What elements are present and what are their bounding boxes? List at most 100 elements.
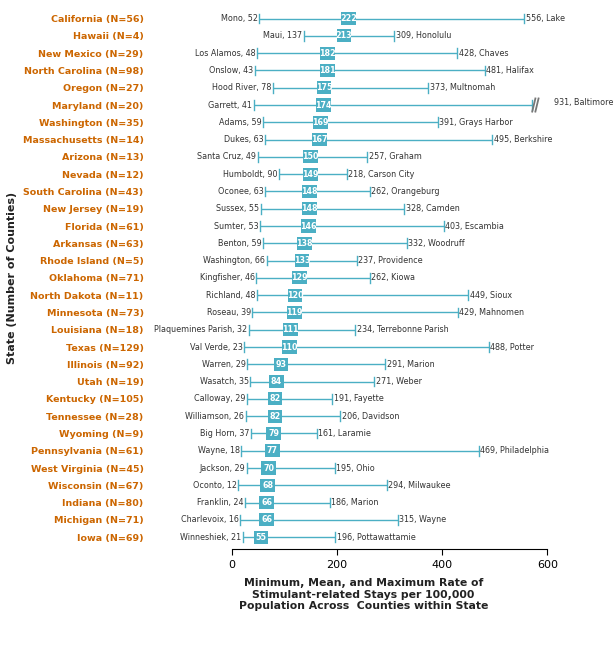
Text: 186, Marion: 186, Marion	[331, 498, 379, 507]
Bar	[283, 323, 298, 336]
Text: Franklin, 24: Franklin, 24	[197, 498, 243, 507]
Text: 309, Honolulu: 309, Honolulu	[396, 31, 452, 40]
Text: 449, Sioux: 449, Sioux	[469, 291, 512, 300]
Text: Williamson, 26: Williamson, 26	[185, 411, 244, 421]
Bar	[336, 29, 351, 42]
Text: 133: 133	[294, 256, 310, 265]
Text: 66: 66	[261, 515, 272, 525]
Text: 66: 66	[261, 498, 272, 507]
Text: 373, Multnomah: 373, Multnomah	[430, 83, 495, 92]
Text: Wasatch, 35: Wasatch, 35	[200, 377, 249, 386]
Text: 77: 77	[267, 447, 278, 455]
Text: Wayne, 18: Wayne, 18	[198, 447, 240, 455]
Text: 174: 174	[315, 101, 332, 109]
Bar	[274, 358, 288, 371]
Y-axis label: State (Number of Counties): State (Number of Counties)	[7, 192, 17, 364]
Text: 129: 129	[291, 274, 308, 282]
Text: Calloway, 29: Calloway, 29	[194, 395, 246, 404]
Text: 148: 148	[301, 204, 318, 213]
Bar	[266, 427, 281, 440]
Text: 138: 138	[296, 239, 313, 248]
Text: 332, Woodruff: 332, Woodruff	[408, 239, 464, 248]
Text: Big Horn, 37: Big Horn, 37	[200, 429, 250, 438]
Text: 110: 110	[282, 343, 298, 352]
Text: Charlevoix, 16: Charlevoix, 16	[181, 515, 239, 525]
Text: 150: 150	[302, 152, 319, 161]
Bar	[302, 202, 317, 215]
Text: 294, Milwaukee: 294, Milwaukee	[388, 481, 451, 490]
Text: Santa Cruz, 49: Santa Cruz, 49	[197, 152, 256, 161]
Bar	[320, 47, 335, 60]
Bar	[265, 444, 280, 458]
Bar	[303, 168, 318, 181]
Bar	[268, 393, 283, 406]
Bar	[301, 220, 316, 233]
Text: 196, Pottawattamie: 196, Pottawattamie	[336, 532, 415, 541]
Text: 328, Camden: 328, Camden	[406, 204, 460, 213]
Bar	[287, 306, 302, 319]
Bar	[314, 116, 328, 129]
Text: 148: 148	[301, 187, 318, 196]
Text: Jackson, 29: Jackson, 29	[200, 463, 246, 473]
Text: Winneshiek, 21: Winneshiek, 21	[180, 532, 241, 541]
Text: 237, Providence: 237, Providence	[358, 256, 423, 265]
Text: Oconto, 12: Oconto, 12	[193, 481, 237, 490]
Text: 55: 55	[256, 532, 266, 541]
Text: 257, Graham: 257, Graham	[369, 152, 421, 161]
Text: 391, Grays Harbor: 391, Grays Harbor	[439, 118, 513, 127]
Text: Hood River, 78: Hood River, 78	[212, 83, 272, 92]
Bar	[317, 81, 331, 94]
Bar	[261, 462, 276, 474]
Text: Kingfisher, 46: Kingfisher, 46	[200, 274, 254, 282]
Bar	[316, 98, 331, 112]
Text: Oconee, 63: Oconee, 63	[218, 187, 264, 196]
Text: 429, Mahnomen: 429, Mahnomen	[459, 308, 524, 317]
Text: 149: 149	[302, 170, 318, 179]
Bar	[259, 496, 274, 509]
Text: 175: 175	[316, 83, 332, 92]
Text: Val Verde, 23: Val Verde, 23	[190, 343, 243, 352]
Bar	[302, 185, 317, 198]
Bar	[341, 12, 356, 25]
Bar	[297, 237, 312, 250]
Bar	[268, 410, 283, 422]
Text: 82: 82	[269, 395, 281, 404]
Text: 70: 70	[263, 463, 274, 473]
Text: 191, Fayette: 191, Fayette	[334, 395, 384, 404]
Text: 206, Davidson: 206, Davidson	[342, 411, 399, 421]
Bar	[259, 514, 274, 526]
Text: Sumter, 53: Sumter, 53	[214, 222, 258, 231]
Text: Richland, 48: Richland, 48	[206, 291, 256, 300]
Text: 469, Philadelphia: 469, Philadelphia	[480, 447, 549, 455]
Text: 146: 146	[301, 222, 317, 231]
Text: 291, Marion: 291, Marion	[387, 360, 434, 369]
Text: 167: 167	[312, 135, 328, 144]
Text: 428, Chaves: 428, Chaves	[459, 49, 508, 58]
Bar	[320, 64, 334, 77]
Text: 161, Laramie: 161, Laramie	[318, 429, 371, 438]
Text: 488, Potter: 488, Potter	[490, 343, 534, 352]
Text: 315, Wayne: 315, Wayne	[399, 515, 447, 525]
Text: 271, Weber: 271, Weber	[376, 377, 422, 386]
Bar	[312, 133, 327, 146]
Text: Washington, 66: Washington, 66	[203, 256, 265, 265]
Text: Dukes, 63: Dukes, 63	[224, 135, 264, 144]
Text: Roseau, 39: Roseau, 39	[206, 308, 251, 317]
Bar	[283, 341, 297, 354]
Bar	[304, 150, 318, 163]
Text: 234, Terrebonne Parish: 234, Terrebonne Parish	[357, 325, 448, 334]
Text: 556, Lake: 556, Lake	[526, 14, 565, 23]
Text: 403, Escambia: 403, Escambia	[445, 222, 505, 231]
Bar	[269, 375, 283, 388]
Text: 262, Kiowa: 262, Kiowa	[371, 274, 415, 282]
Text: 93: 93	[275, 360, 286, 369]
Text: 79: 79	[268, 429, 279, 438]
Text: 182: 182	[319, 49, 336, 58]
Text: 84: 84	[270, 377, 282, 386]
Text: 68: 68	[262, 481, 274, 490]
Text: 218, Carson City: 218, Carson City	[348, 170, 415, 179]
Text: 222: 222	[340, 14, 357, 23]
Text: Maui, 137: Maui, 137	[263, 31, 302, 40]
Text: Plaquemines Parish, 32: Plaquemines Parish, 32	[154, 325, 247, 334]
Text: Mono, 52: Mono, 52	[221, 14, 257, 23]
